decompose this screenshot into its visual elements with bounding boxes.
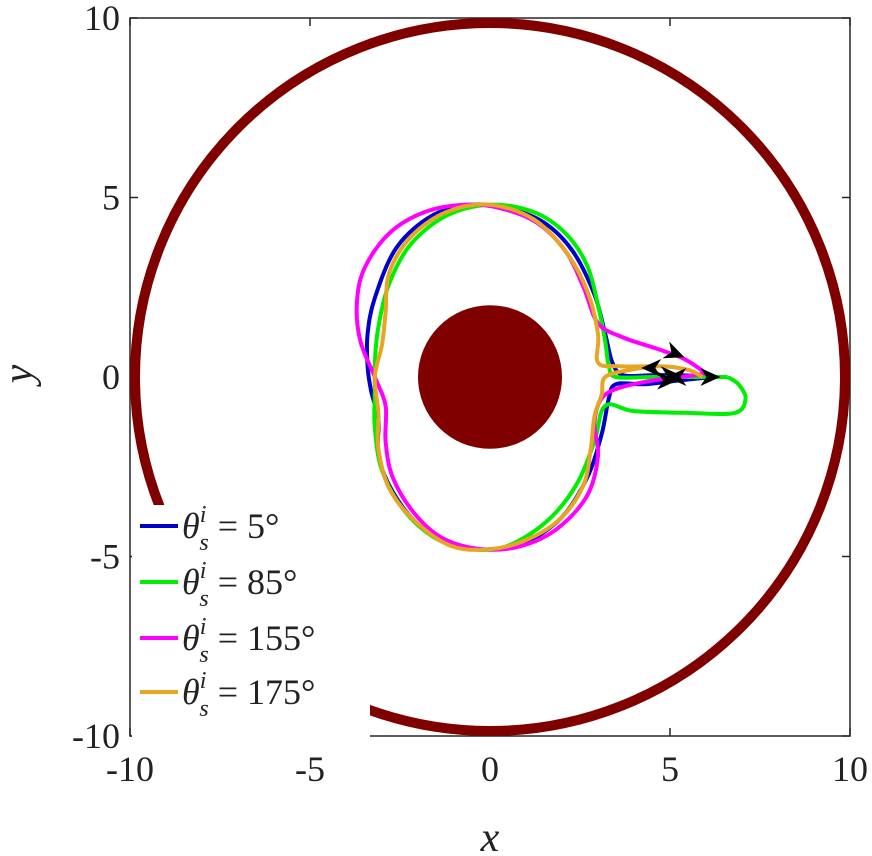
series-layer	[354, 202, 748, 552]
inner-disk-layer	[418, 305, 562, 449]
direction-arrow-5	[666, 368, 687, 386]
legend: θi s = 5°θi s = 85°θi s = 155°θi s = 175°	[132, 502, 370, 737]
outer-circle	[130, 18, 850, 736]
y-tick-label: 5	[102, 178, 120, 218]
arrow-layer	[641, 341, 721, 390]
x-tick-label: 10	[832, 749, 868, 789]
legend-label-0: θi s = 5°	[182, 502, 279, 556]
legend-label-1: θi s = 85°	[182, 558, 297, 612]
series-line-3	[372, 202, 704, 552]
y-tick-label: 10	[84, 0, 120, 38]
direction-arrow-0	[700, 368, 721, 386]
legend-label-3: θi s = 175°	[182, 668, 315, 722]
x-axis-label: x	[480, 815, 500, 856]
x-tick-label: 5	[661, 749, 679, 789]
direction-arrow-2	[641, 359, 662, 377]
legend-box	[132, 505, 370, 737]
outer-circle-layer	[130, 18, 850, 736]
y-axis-label: y	[0, 364, 42, 387]
y-tick-label: -5	[90, 537, 120, 577]
legend-label-2: θi s = 155°	[182, 614, 315, 668]
y-tick-label: -10	[72, 716, 120, 756]
direction-arrow-1	[662, 341, 685, 359]
ticks: -10 -5 0 5 10 -10 -5 0 5 10	[72, 0, 868, 789]
x-tick-label: -10	[106, 749, 154, 789]
x-tick-label: -5	[295, 749, 325, 789]
x-tick-label: 0	[481, 749, 499, 789]
inner-disk	[418, 305, 562, 449]
y-tick-label: 0	[102, 357, 120, 397]
